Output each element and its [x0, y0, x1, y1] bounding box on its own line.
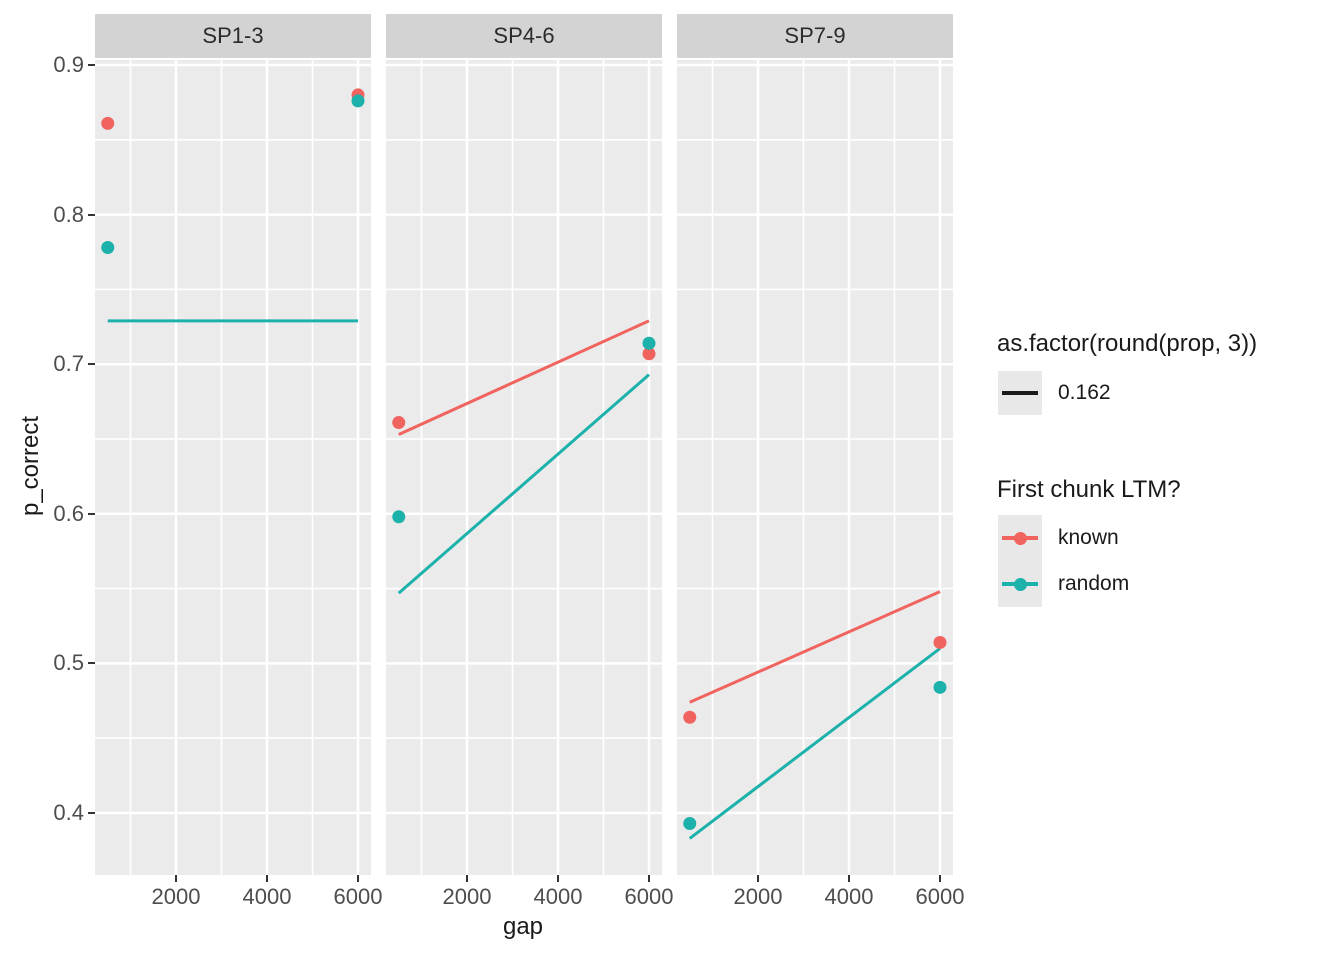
y-tick-label: 0.4: [53, 800, 84, 825]
panel-canvas: [386, 60, 662, 875]
legend-dot-random-icon: [1013, 577, 1027, 591]
facet-strip: SP1-3: [95, 14, 371, 58]
x-tick-mark: [466, 875, 468, 882]
trend-line-random: [688, 647, 941, 840]
facet-panel: [677, 60, 953, 875]
panel-canvas: [677, 60, 953, 875]
x-tick-label: 4000: [824, 884, 874, 909]
facet-strip-label: SP7-9: [784, 23, 846, 48]
x-tick-label: 2000: [733, 884, 783, 909]
data-point-random: [642, 336, 656, 350]
x-tick-mark: [939, 875, 941, 882]
data-point-random: [101, 241, 115, 255]
x-tick-mark: [757, 875, 759, 882]
data-point-random: [683, 816, 697, 830]
legend-label-prop: 0.162: [1058, 381, 1111, 404]
legend-ltm-title: First chunk LTM?: [997, 476, 1181, 503]
data-point-known: [933, 635, 947, 649]
data-point-random: [351, 94, 365, 108]
y-tick-mark: [88, 363, 95, 366]
trend-line-known: [689, 590, 941, 704]
facet-strip: SP4-6: [386, 14, 662, 58]
data-point-known: [683, 710, 697, 724]
legend-key-random: [998, 561, 1042, 607]
legend-label-known: known: [1058, 526, 1119, 549]
y-tick-mark: [88, 64, 95, 66]
trend-line-random: [397, 373, 650, 595]
legend-label-random: random: [1058, 572, 1130, 595]
facet-strip-label: SP1-3: [202, 23, 264, 48]
x-tick-label: 2000: [442, 884, 492, 909]
legend-key-known: [998, 515, 1042, 561]
x-tick-label: 4000: [533, 884, 583, 909]
y-tick-label: 0.5: [53, 650, 84, 676]
x-tick-mark: [175, 875, 177, 882]
data-point-known: [101, 116, 115, 130]
x-tick-label: 4000: [242, 884, 292, 909]
data-point-known: [642, 347, 656, 361]
x-tick-mark: [266, 875, 268, 882]
x-tick-label: 6000: [915, 884, 965, 909]
data-point-known: [392, 416, 406, 430]
x-axis-title: gap: [502, 913, 544, 940]
y-tick-mark: [88, 662, 95, 665]
data-point-random: [392, 510, 406, 524]
x-tick-label: 6000: [624, 884, 674, 909]
data-point-random: [933, 680, 947, 694]
y-axis-title: p_correct: [17, 415, 44, 517]
legend-prop-title: as.factor(round(prop, 3)): [997, 330, 1258, 357]
x-tick-mark: [648, 875, 650, 882]
x-tick-mark: [357, 875, 359, 882]
y-tick-mark: [88, 213, 95, 216]
trend-line-known: [398, 319, 650, 436]
y-tick-label: 0.7: [53, 351, 84, 377]
facet-strip: SP7-9: [677, 14, 953, 58]
legend-key-prop: [998, 371, 1042, 415]
x-tick-label: 2000: [151, 884, 201, 909]
y-tick-label: 0.6: [53, 500, 84, 526]
facet-panel: [95, 60, 371, 875]
y-tick-label: 0.8: [53, 201, 84, 227]
y-tick-mark: [88, 812, 95, 814]
panel-canvas: [95, 60, 371, 875]
facet-strip-label: SP4-6: [493, 23, 555, 48]
x-tick-mark: [557, 875, 559, 882]
x-tick-mark: [848, 875, 850, 882]
y-tick-mark: [88, 512, 95, 515]
y-tick-label: 0.9: [53, 52, 84, 77]
legend-dot-known-icon: [1013, 531, 1027, 545]
x-tick-label: 6000: [333, 884, 383, 909]
legend-line-prop-icon: [1002, 391, 1038, 395]
facet-panel: [386, 60, 662, 875]
